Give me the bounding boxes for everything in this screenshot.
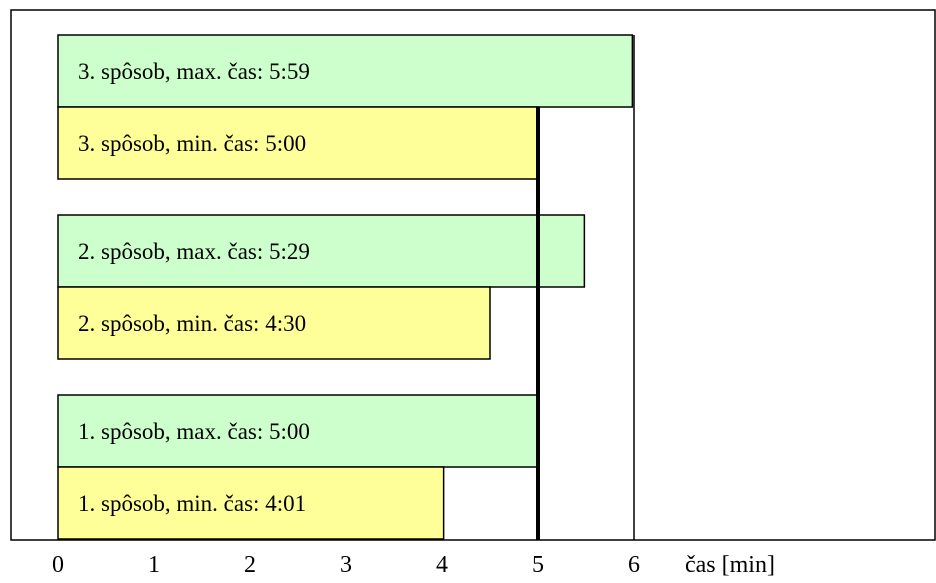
x-tick-label: 5	[532, 552, 544, 578]
plot-frame	[10, 9, 936, 541]
bar-max-2: 2. spôsob, max. čas: 5:29	[57, 214, 586, 288]
reference-lines-group	[536, 35, 635, 540]
bar-label: 1. spôsob, min. čas: 4:01	[78, 491, 306, 516]
bar-min-1: 1. spôsob, min. čas: 4:01	[57, 466, 445, 540]
x-tick-label: 3	[340, 552, 352, 578]
bar-label: 3. spôsob, min. čas: 5:00	[78, 131, 306, 156]
x-tick-label: 6	[628, 552, 640, 578]
x-tick-label: 2	[244, 552, 256, 578]
x-tick-label: 0	[52, 552, 64, 578]
bar-min-2: 2. spôsob, min. čas: 4:30	[57, 286, 491, 360]
bar-rect	[57, 106, 539, 180]
x-tick-label: 4	[436, 552, 448, 578]
x-tick-labels: 0 1 2 3 4 5 6	[52, 552, 640, 578]
bar-label: 2. spôsob, min. čas: 4:30	[78, 311, 306, 336]
bars-group: 3. spôsob, max. čas: 5:59 3. spôsob, min.…	[57, 34, 634, 540]
bar-label: 3. spôsob, max. čas: 5:59	[78, 59, 310, 84]
bar-max-1: 1. spôsob, max. čas: 5:00	[57, 394, 539, 468]
x-tick-label: 1	[148, 552, 160, 578]
bar-rect	[57, 466, 445, 540]
bar-rect	[57, 286, 491, 360]
x-axis-label: čas [min]	[685, 552, 775, 578]
bar-rect	[57, 214, 586, 288]
bar-label: 1. spôsob, max. čas: 5:00	[78, 419, 310, 444]
bar-max-3: 3. spôsob, max. čas: 5:59	[57, 34, 634, 108]
bar-min-3: 3. spôsob, min. čas: 5:00	[57, 106, 539, 180]
bar-label: 2. spôsob, max. čas: 5:29	[78, 239, 310, 264]
